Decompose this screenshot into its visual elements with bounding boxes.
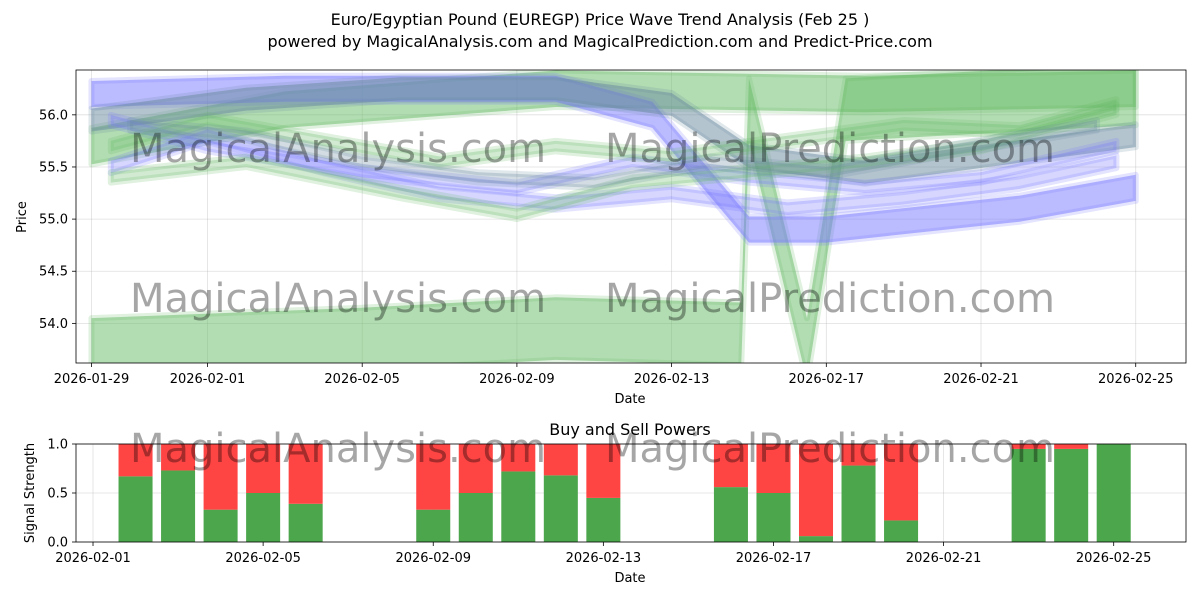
watermark-top-1: MagicalAnalysis.com bbox=[130, 126, 546, 172]
wave-teal-wave bbox=[88, 74, 1139, 187]
sell-bar-13 bbox=[841, 444, 876, 466]
top-xtick-label-1: 2026-02-01 bbox=[170, 372, 246, 387]
wave-series-group bbox=[88, 70, 1139, 363]
bottom-ytick-label-2: 1.0 bbox=[47, 438, 68, 453]
sell-bar-5 bbox=[416, 444, 451, 510]
sell-bar-15 bbox=[1011, 444, 1046, 449]
sell-bar-0 bbox=[118, 444, 153, 477]
sell-bar-16 bbox=[1054, 444, 1089, 449]
watermark-top-4: MagicalPrediction.com bbox=[605, 276, 1055, 322]
watermark-bottom-1: MagicalAnalysis.com bbox=[130, 426, 546, 472]
bottom-axes-frame bbox=[75, 443, 1187, 543]
top-ytick-label-3: 55.5 bbox=[39, 160, 68, 175]
watermark-bottom-2: MagicalPrediction.com bbox=[605, 426, 1055, 472]
sell-bar-7 bbox=[501, 444, 536, 472]
top-ylabel: Price bbox=[15, 201, 30, 233]
top-xtick-label-3: 2026-02-09 bbox=[479, 372, 555, 387]
bottom-xtick-label-3: 2026-02-13 bbox=[566, 551, 642, 566]
top-xtick-label-6: 2026-02-21 bbox=[943, 372, 1019, 387]
buy-bar-15 bbox=[1011, 448, 1046, 542]
sell-bar-2 bbox=[203, 444, 238, 510]
buy-bar-2 bbox=[203, 509, 238, 542]
buy-bar-9 bbox=[586, 497, 621, 542]
wave-green-wave-2 bbox=[107, 101, 1120, 223]
buy-bar-0 bbox=[118, 476, 153, 542]
sell-bar-9 bbox=[586, 444, 621, 498]
top-ytick-label-4: 56.0 bbox=[39, 108, 68, 123]
bottom-xtick-label-5: 2026-02-21 bbox=[906, 551, 982, 566]
watermark-top-2: MagicalPrediction.com bbox=[605, 126, 1055, 172]
buy-bar-13 bbox=[841, 465, 876, 542]
sell-bar-3 bbox=[246, 444, 281, 493]
wave-blue-wave-2 bbox=[107, 126, 1120, 218]
top-ytick-label-2: 55.0 bbox=[39, 213, 68, 228]
sell-bar-12 bbox=[798, 444, 834, 537]
buy-bar-17 bbox=[1096, 444, 1131, 542]
top-xtick-label-2: 2026-02-05 bbox=[324, 372, 400, 387]
top-ytick-label-1: 54.5 bbox=[39, 265, 68, 280]
bottom-title: Buy and Sell Powers bbox=[549, 420, 711, 439]
top-xlabel: Date bbox=[614, 392, 645, 407]
chart-title: Euro/Egyptian Pound (EUREGP) Price Wave … bbox=[330, 10, 870, 29]
top-xtick-label-7: 2026-02-25 bbox=[1098, 372, 1174, 387]
sell-bar-10 bbox=[713, 444, 748, 488]
top-ytick-label-0: 54.0 bbox=[39, 317, 68, 332]
bottom-xtick-label-1: 2026-02-05 bbox=[225, 551, 301, 566]
wave-green-wave-3 bbox=[107, 96, 1120, 170]
buy-bar-12 bbox=[798, 536, 834, 542]
bottom-xtick-label-6: 2026-02-25 bbox=[1076, 551, 1152, 566]
bottom-xtick-label-2: 2026-02-09 bbox=[395, 551, 471, 566]
wave-blue-wave-3 bbox=[107, 111, 1120, 197]
sell-bar-1 bbox=[161, 444, 196, 471]
watermark-top-3: MagicalAnalysis.com bbox=[130, 276, 546, 322]
buy-bar-8 bbox=[543, 475, 578, 542]
buy-bar-3 bbox=[246, 493, 281, 542]
buy-bar-6 bbox=[458, 493, 493, 542]
sell-bar-8 bbox=[543, 444, 578, 476]
sell-bar-4 bbox=[288, 444, 323, 504]
buy-bar-14 bbox=[884, 520, 919, 542]
sell-bar-14 bbox=[884, 444, 919, 521]
buy-bar-10 bbox=[713, 487, 748, 542]
bottom-xlabel: Date bbox=[614, 571, 645, 586]
top-xtick-label-0: 2026-01-29 bbox=[54, 372, 130, 387]
bottom-ytick-label-1: 0.5 bbox=[47, 487, 68, 502]
buy-bar-1 bbox=[161, 470, 196, 542]
chart-subtitle: powered by MagicalAnalysis.com and Magic… bbox=[267, 32, 933, 51]
sell-bar-6 bbox=[458, 444, 493, 493]
sell-bar-11 bbox=[756, 444, 791, 493]
buy-bar-16 bbox=[1054, 448, 1089, 542]
buy-bar-4 bbox=[288, 503, 323, 542]
bottom-xtick-label-0: 2026-02-01 bbox=[55, 551, 131, 566]
buy-bar-5 bbox=[416, 509, 451, 542]
top-xtick-label-4: 2026-02-13 bbox=[634, 372, 710, 387]
bottom-ytick-label-0: 0.0 bbox=[47, 536, 68, 551]
bottom-xtick-label-4: 2026-02-17 bbox=[736, 551, 812, 566]
wave-teal-wave-2 bbox=[127, 117, 1101, 191]
bottom-ylabel: Signal Strength bbox=[23, 443, 38, 543]
buy-bar-11 bbox=[756, 493, 791, 542]
top-axes-frame bbox=[75, 69, 1187, 364]
buy-bar-7 bbox=[501, 471, 536, 542]
top-xtick-label-5: 2026-02-17 bbox=[789, 372, 865, 387]
